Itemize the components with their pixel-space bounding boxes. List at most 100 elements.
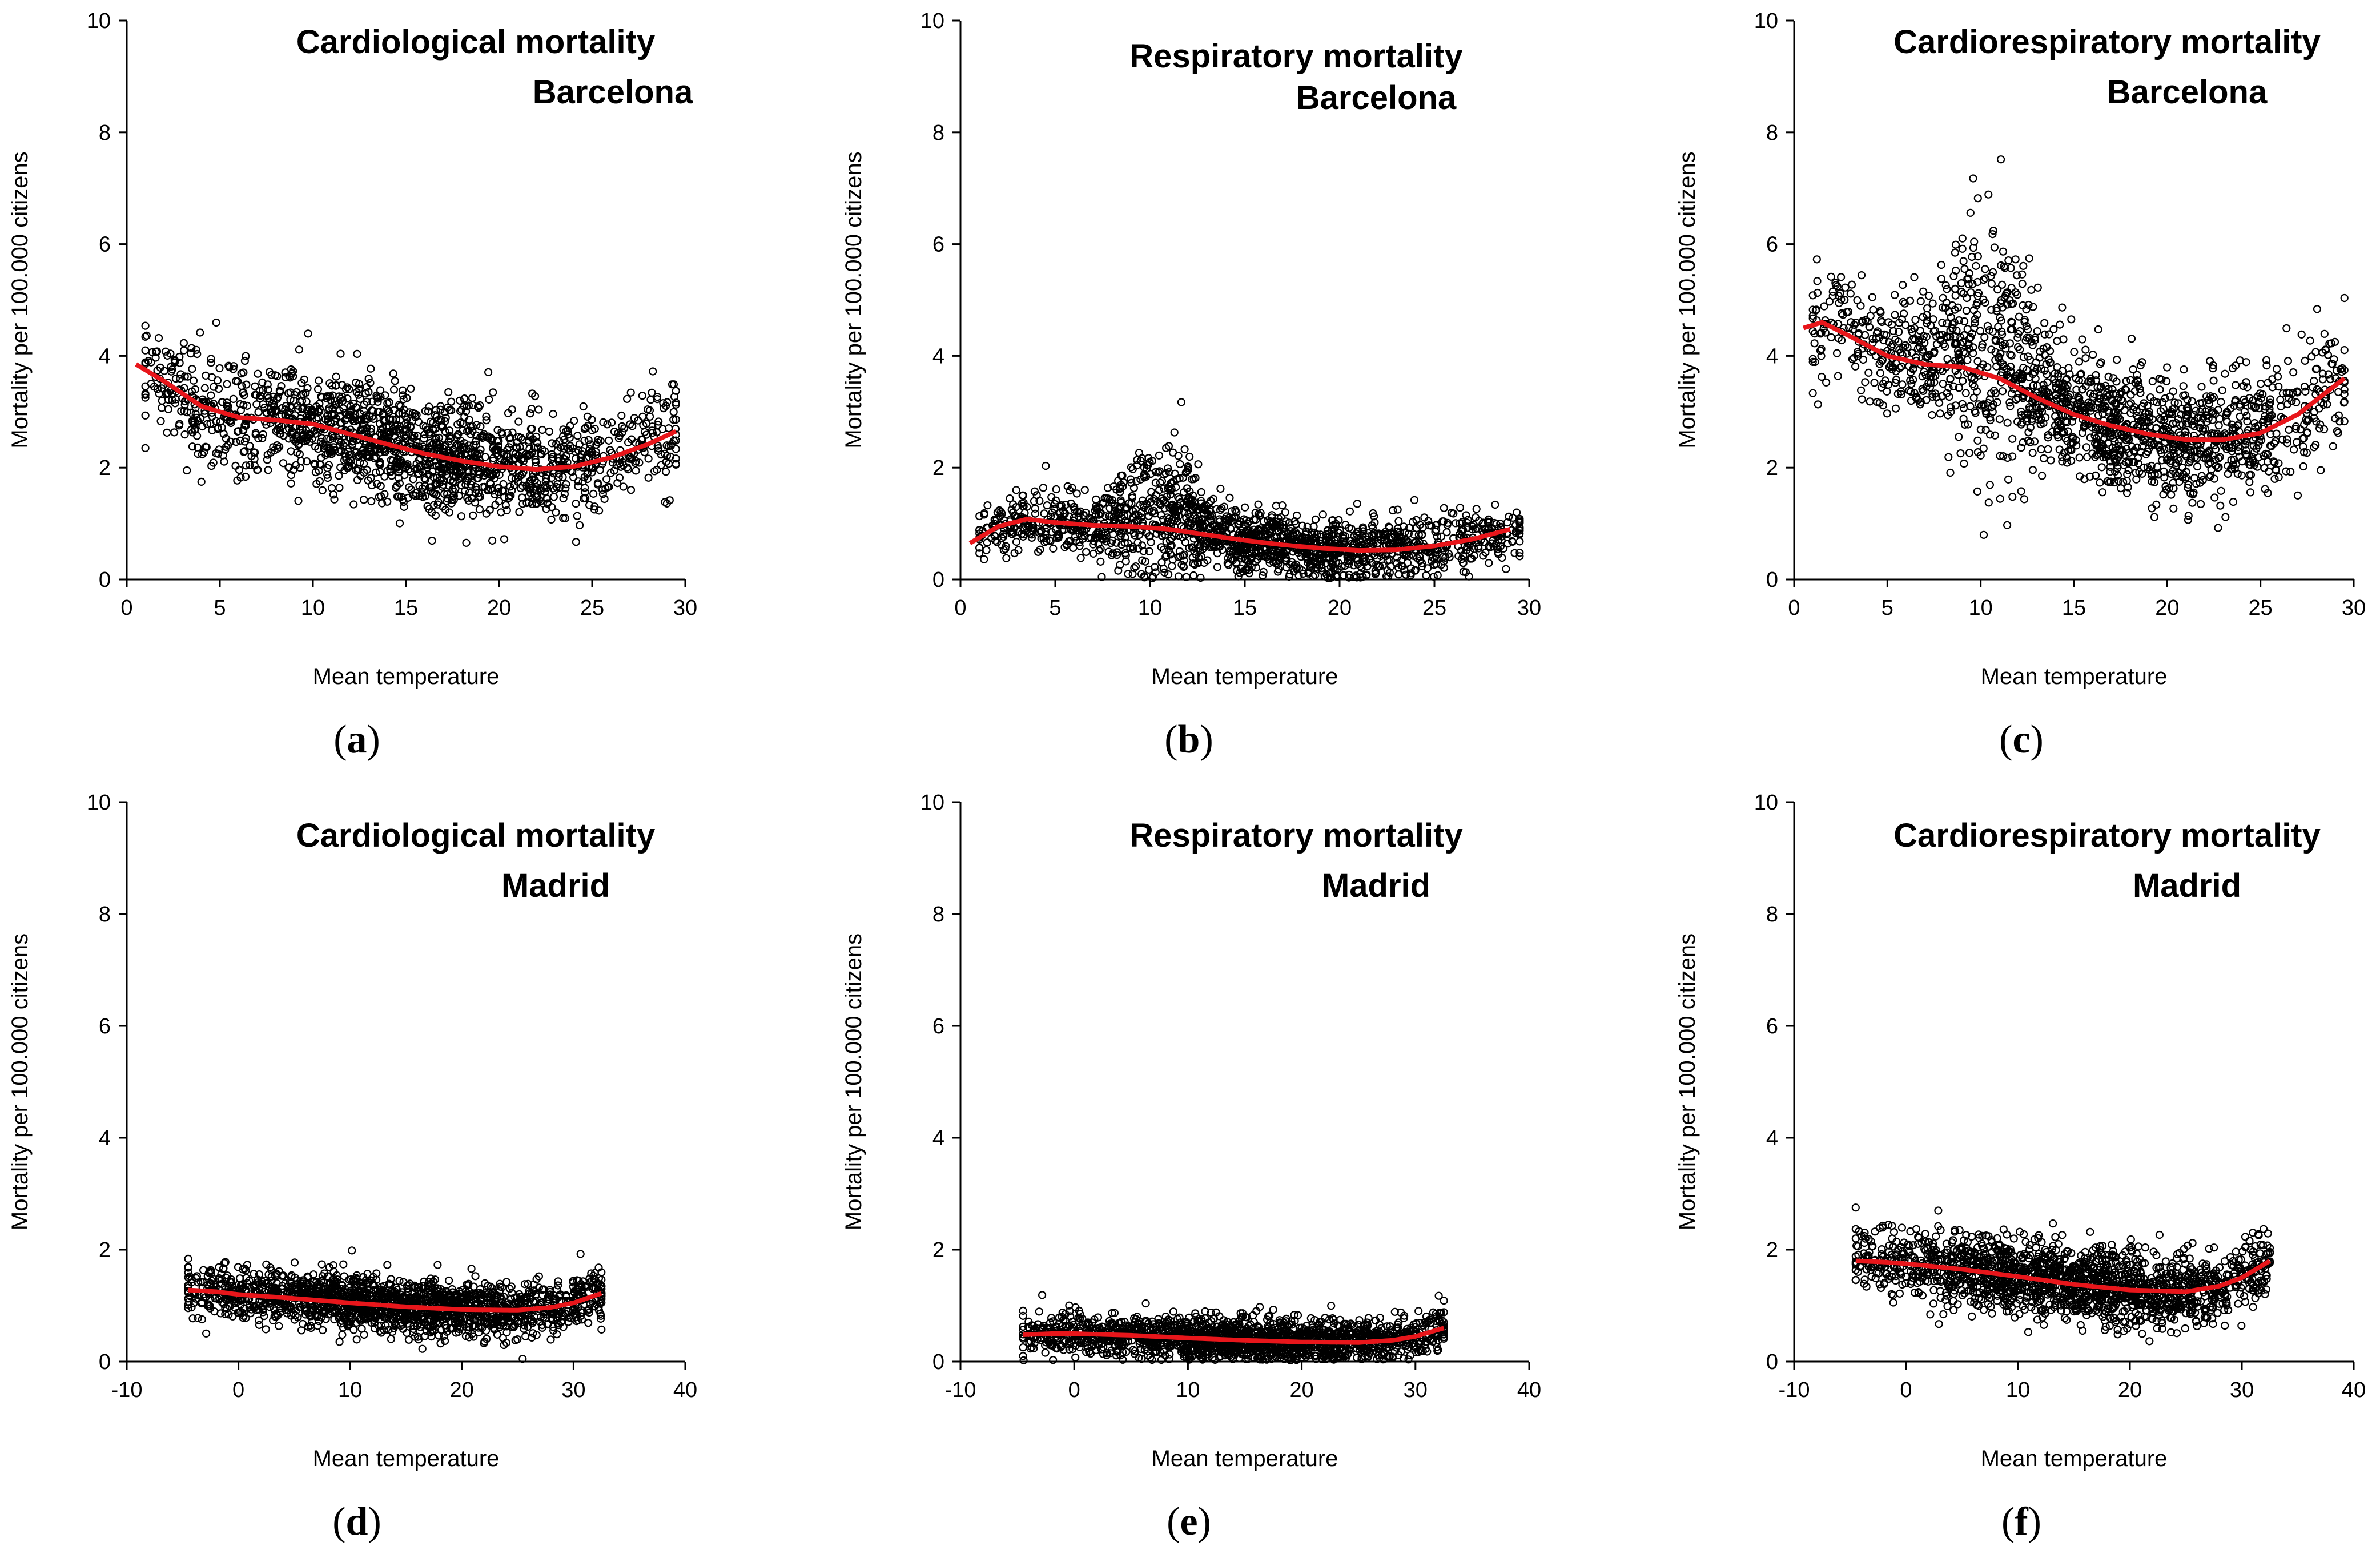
data-point xyxy=(2278,435,2287,444)
data-point xyxy=(203,420,211,428)
data-point xyxy=(590,424,599,433)
data-point xyxy=(2037,445,2045,454)
data-point xyxy=(452,441,460,450)
data-point xyxy=(292,461,300,469)
data-point xyxy=(177,407,186,416)
data-point xyxy=(1072,489,1081,498)
data-point xyxy=(558,473,567,481)
y-tick-label: 8 xyxy=(99,121,111,145)
data-point xyxy=(234,427,243,436)
data-point xyxy=(560,435,569,444)
y-tick-label: 0 xyxy=(932,568,944,592)
data-point xyxy=(1911,316,1920,324)
data-point xyxy=(532,432,541,441)
data-point xyxy=(141,411,150,420)
data-point xyxy=(2148,504,2156,513)
data-point xyxy=(599,418,608,427)
data-point xyxy=(661,468,670,476)
data-point xyxy=(983,501,992,510)
data-point xyxy=(386,415,395,424)
data-point xyxy=(2179,382,2188,390)
panel-subtitle: Barcelona xyxy=(533,74,693,111)
data-point xyxy=(1259,517,1268,526)
data-point xyxy=(2221,513,2230,521)
data-point xyxy=(337,418,346,428)
data-point xyxy=(649,367,657,376)
data-point xyxy=(574,482,582,490)
data-point xyxy=(329,490,338,499)
data-point xyxy=(392,481,401,490)
data-point xyxy=(1996,494,2004,503)
x-tick-label: 5 xyxy=(214,596,226,620)
data-point xyxy=(581,424,590,432)
data-point xyxy=(585,501,594,509)
data-point xyxy=(421,475,430,484)
data-point xyxy=(2018,280,2027,288)
data-point xyxy=(298,397,307,405)
data-point xyxy=(635,458,644,467)
data-point xyxy=(376,468,384,476)
data-point xyxy=(472,431,481,440)
scatter-points xyxy=(975,398,1524,582)
data-point xyxy=(215,364,224,373)
data-point xyxy=(514,417,523,426)
data-point xyxy=(528,494,537,502)
data-point xyxy=(626,486,636,494)
data-point xyxy=(393,421,402,429)
data-point xyxy=(485,470,495,478)
data-point xyxy=(335,484,344,492)
data-point xyxy=(2150,513,2158,521)
data-point xyxy=(482,416,491,425)
data-point xyxy=(476,445,485,454)
data-point xyxy=(230,362,238,371)
data-point xyxy=(1180,445,1189,454)
data-point xyxy=(1899,297,1908,306)
data-point xyxy=(158,404,166,412)
data-point xyxy=(1225,493,1234,502)
data-point xyxy=(456,396,464,405)
data-point xyxy=(239,425,248,434)
data-point xyxy=(2307,352,2316,361)
data-point xyxy=(653,421,662,429)
data-point xyxy=(202,442,210,451)
data-point xyxy=(1851,362,1860,371)
data-point xyxy=(259,430,267,439)
data-point xyxy=(349,417,358,425)
data-point xyxy=(2019,261,2028,270)
data-point xyxy=(547,473,556,482)
data-point xyxy=(372,452,380,461)
data-point xyxy=(412,437,421,446)
data-point xyxy=(242,461,250,470)
data-point xyxy=(387,462,396,470)
data-point xyxy=(405,483,413,492)
data-point xyxy=(1311,571,1320,579)
data-point xyxy=(323,473,332,482)
y-tick-label: 6 xyxy=(99,233,111,257)
data-point xyxy=(1939,293,1947,303)
y-tick-label: 8 xyxy=(932,121,944,145)
data-point xyxy=(2313,305,2322,313)
data-point xyxy=(163,428,171,437)
data-point xyxy=(457,466,465,475)
data-point xyxy=(672,400,680,409)
data-point xyxy=(2277,402,2285,411)
data-point xyxy=(2209,376,2218,385)
data-point xyxy=(156,363,164,372)
data-point xyxy=(1998,280,2007,289)
data-point xyxy=(2276,396,2285,404)
data-point xyxy=(495,437,503,445)
data-point xyxy=(1973,436,1982,445)
data-point xyxy=(395,492,403,501)
data-point xyxy=(353,416,361,425)
data-point xyxy=(1052,485,1060,494)
data-point xyxy=(2184,512,2193,520)
data-point xyxy=(577,450,586,459)
data-point xyxy=(983,538,991,547)
fit-curve xyxy=(135,362,677,472)
data-point xyxy=(256,392,264,400)
data-point xyxy=(1857,386,1866,394)
data-point xyxy=(235,466,244,474)
x-tick-label: 25 xyxy=(1422,596,1446,620)
data-point xyxy=(1810,339,1819,348)
data-point xyxy=(1848,355,1856,364)
